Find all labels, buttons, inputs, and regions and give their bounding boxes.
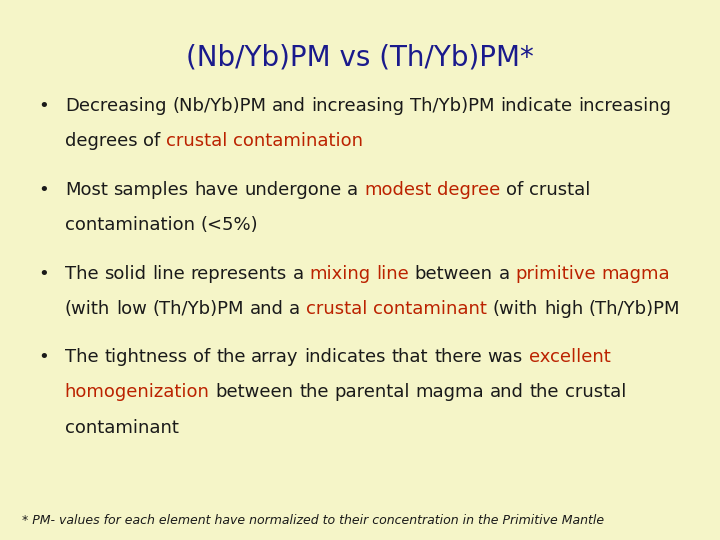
Text: •: • — [38, 265, 49, 282]
Text: magma: magma — [415, 383, 485, 401]
Text: parental: parental — [334, 383, 410, 401]
Text: degrees: degrees — [65, 132, 138, 150]
Text: line: line — [376, 265, 409, 282]
Text: a: a — [292, 265, 304, 282]
Text: of: of — [506, 181, 523, 199]
Text: degree: degree — [437, 181, 500, 199]
Text: primitive: primitive — [516, 265, 596, 282]
Text: a: a — [498, 265, 510, 282]
Text: represents: represents — [190, 265, 287, 282]
Text: was: was — [487, 348, 523, 366]
Text: the: the — [530, 383, 559, 401]
Text: contaminant: contaminant — [65, 418, 179, 436]
Text: samples: samples — [114, 181, 189, 199]
Text: magma: magma — [602, 265, 670, 282]
Text: between: between — [215, 383, 294, 401]
Text: of: of — [143, 132, 161, 150]
Text: a: a — [347, 181, 359, 199]
Text: Decreasing: Decreasing — [65, 97, 166, 115]
Text: (<5%): (<5%) — [201, 216, 258, 234]
Text: •: • — [38, 181, 49, 199]
Text: and: and — [272, 97, 306, 115]
Text: (Th/Yb)PM: (Th/Yb)PM — [589, 300, 680, 318]
Text: Th/Yb)PM: Th/Yb)PM — [410, 97, 495, 115]
Text: a: a — [289, 300, 300, 318]
Text: •: • — [38, 348, 49, 366]
Text: homogenization: homogenization — [65, 383, 210, 401]
Text: mixing: mixing — [310, 265, 370, 282]
Text: the: the — [300, 383, 328, 401]
Text: there: there — [434, 348, 482, 366]
Text: between: between — [415, 265, 492, 282]
Text: and: and — [490, 383, 524, 401]
Text: line: line — [152, 265, 184, 282]
Text: crustal: crustal — [166, 132, 228, 150]
Text: array: array — [251, 348, 299, 366]
Text: low: low — [116, 300, 147, 318]
Text: (Th/Yb)PM: (Th/Yb)PM — [153, 300, 244, 318]
Text: (Nb/Yb)PM: (Nb/Yb)PM — [172, 97, 266, 115]
Text: (Nb/Yb)PM vs (Th/Yb)PM*: (Nb/Yb)PM vs (Th/Yb)PM* — [186, 43, 534, 71]
Text: The: The — [65, 265, 99, 282]
Text: and: and — [250, 300, 284, 318]
Text: increasing: increasing — [312, 97, 405, 115]
Text: Most: Most — [65, 181, 108, 199]
Text: have: have — [194, 181, 238, 199]
Text: The: The — [65, 348, 99, 366]
Text: indicates: indicates — [305, 348, 386, 366]
Text: * PM- values for each element have normalized to their concentration in the Prim: * PM- values for each element have norma… — [22, 514, 604, 526]
Text: high: high — [544, 300, 583, 318]
Text: undergone: undergone — [244, 181, 341, 199]
Text: modest: modest — [364, 181, 431, 199]
Text: (with: (with — [493, 300, 538, 318]
Text: tightness: tightness — [104, 348, 187, 366]
Text: excellent: excellent — [528, 348, 611, 366]
Text: crustal: crustal — [529, 181, 590, 199]
Text: (with: (with — [65, 300, 110, 318]
Text: the: the — [216, 348, 246, 366]
Text: •: • — [38, 97, 49, 115]
Text: crustal: crustal — [565, 383, 626, 401]
Text: indicate: indicate — [500, 97, 572, 115]
Text: crustal: crustal — [306, 300, 367, 318]
Text: increasing: increasing — [578, 97, 671, 115]
Text: that: that — [392, 348, 428, 366]
Text: of: of — [193, 348, 210, 366]
Text: contamination: contamination — [233, 132, 364, 150]
Text: contamination: contamination — [65, 216, 195, 234]
Text: contaminant: contaminant — [373, 300, 487, 318]
Text: solid: solid — [104, 265, 146, 282]
